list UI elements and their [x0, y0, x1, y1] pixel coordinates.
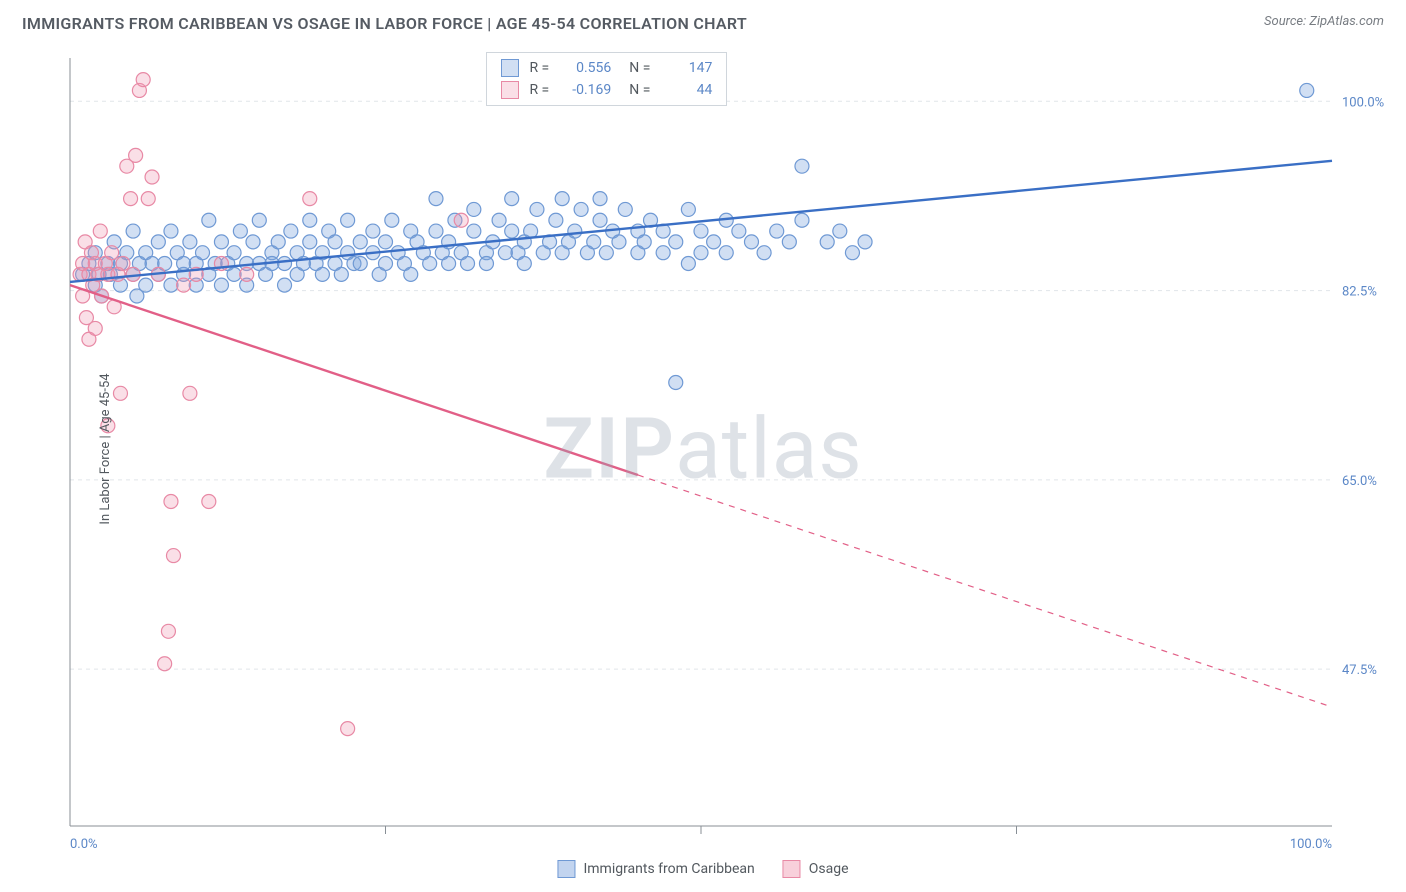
swatch-icon: [557, 860, 575, 878]
corr-row-caribbean: R = 0.556 N = 147: [487, 57, 726, 79]
source-label: Source: ZipAtlas.com: [1264, 14, 1384, 29]
series-legend: Immigrants from Caribbean Osage: [557, 860, 848, 878]
chart-title: IMMIGRANTS FROM CARIBBEAN VS OSAGE IN LA…: [22, 14, 747, 33]
r-value: 0.556: [559, 60, 611, 76]
n-value: 147: [660, 60, 712, 76]
r-value: -0.169: [559, 82, 611, 98]
svg-text:65.0%: 65.0%: [1342, 474, 1377, 489]
swatch-icon: [501, 81, 519, 99]
r-label: R =: [529, 82, 549, 98]
svg-text:47.5%: 47.5%: [1342, 663, 1377, 678]
legend-label: Immigrants from Caribbean: [583, 861, 754, 877]
legend-item: Immigrants from Caribbean: [557, 860, 754, 878]
corr-row-osage: R = -0.169 N = 44: [487, 79, 726, 101]
y-axis-title: In Labor Force | Age 45-54: [98, 373, 113, 524]
scatter-chart: 47.5% 65.0% 82.5% 100.0% 0.0% 100.0%: [22, 46, 1384, 852]
correlation-legend: R = 0.556 N = 147 R = -0.169 N = 44: [486, 52, 727, 106]
swatch-icon: [783, 860, 801, 878]
legend-item: Osage: [783, 860, 849, 878]
svg-text:100.0%: 100.0%: [1290, 837, 1332, 852]
n-label: N =: [629, 60, 650, 76]
swatch-icon: [501, 59, 519, 77]
legend-label: Osage: [809, 861, 849, 877]
n-value: 44: [660, 82, 712, 98]
r-label: R =: [529, 60, 549, 76]
chart-area: In Labor Force | Age 45-54 47.5% 65.0% 82.…: [22, 46, 1384, 852]
n-label: N =: [629, 82, 650, 98]
svg-text:82.5%: 82.5%: [1342, 285, 1377, 300]
svg-text:0.0%: 0.0%: [70, 837, 98, 852]
svg-text:100.0%: 100.0%: [1342, 95, 1384, 110]
